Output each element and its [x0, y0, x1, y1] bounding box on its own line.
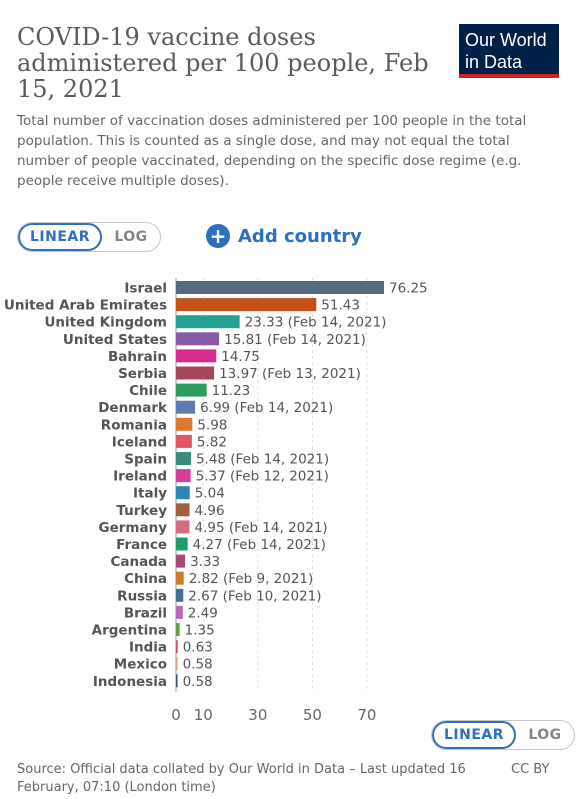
scale-toggle-bottom: LINEAR LOG: [431, 720, 575, 750]
bar: [176, 623, 180, 636]
category-label: Turkey: [116, 503, 167, 519]
x-tick-label: 70: [357, 706, 376, 724]
bar: [176, 452, 191, 465]
value-label: 5.98: [197, 417, 227, 433]
value-label: 1.35: [185, 623, 215, 639]
source-note: Source: Official data collated by Our Wo…: [17, 762, 466, 795]
linear-scale-button-bottom[interactable]: LINEAR: [432, 721, 516, 749]
plus-circle-icon: +: [206, 224, 230, 248]
x-tick-label: 0: [171, 706, 181, 724]
category-label: Germany: [99, 520, 168, 536]
value-label: 6.99 (Feb 14, 2021): [200, 400, 333, 416]
bar: [176, 486, 190, 500]
log-scale-button-bottom[interactable]: LOG: [528, 727, 562, 743]
category-label: Mexico: [114, 657, 167, 673]
value-label: 5.04: [195, 486, 225, 502]
bar: [176, 554, 186, 568]
category-label: Bahrain: [108, 349, 167, 365]
value-label: 3.33: [190, 554, 220, 570]
category-label: India: [129, 640, 167, 656]
bar: [176, 417, 193, 431]
value-label: 76.25: [389, 281, 428, 297]
value-label: 15.81 (Feb 14, 2021): [224, 332, 366, 348]
bar: [176, 588, 184, 602]
logo-text-line1: Our World: [465, 30, 547, 50]
value-label: 14.75: [221, 349, 260, 365]
chart-title: COVID-19 vaccine doses administered per …: [17, 23, 429, 103]
category-label: United Arab Emirates: [4, 298, 167, 314]
bar: [176, 520, 190, 534]
value-label: 0.63: [183, 640, 213, 656]
x-tick-label: 30: [248, 706, 267, 724]
bar: [176, 503, 190, 517]
bar: [176, 315, 240, 329]
x-tick-label: 50: [303, 706, 322, 724]
add-country-button[interactable]: + Add country: [206, 222, 362, 250]
category-label: China: [124, 571, 167, 587]
value-label: 2.82 (Feb 9, 2021): [189, 571, 314, 587]
x-tick-label: 10: [194, 706, 213, 724]
bar: [176, 298, 317, 312]
category-label: Iceland: [112, 434, 167, 450]
bar: [176, 657, 178, 671]
bar: [176, 434, 192, 448]
bar: [176, 349, 217, 363]
bar: [176, 366, 215, 380]
value-label: 5.37 (Feb 12, 2021): [196, 469, 329, 485]
value-label: 4.95 (Feb 14, 2021): [195, 520, 328, 536]
bar: [176, 281, 384, 294]
bar: [176, 469, 191, 483]
value-label: 11.23: [212, 383, 251, 399]
category-label: Canada: [110, 554, 167, 570]
value-label: 5.48 (Feb 14, 2021): [196, 452, 329, 468]
value-label: 2.67 (Feb 10, 2021): [188, 588, 321, 604]
value-label: 4.27 (Feb 14, 2021): [193, 537, 326, 553]
category-label: United Kingdom: [44, 315, 167, 331]
bar: [176, 571, 184, 585]
value-label: 51.43: [321, 298, 360, 314]
category-label: Spain: [124, 452, 167, 468]
bar: [176, 332, 220, 346]
value-label: 13.97 (Feb 13, 2021): [219, 366, 361, 382]
value-label: 4.96: [195, 503, 225, 519]
category-label: Serbia: [118, 366, 167, 382]
bar: [176, 400, 196, 414]
logo-text-line2: in Data: [465, 52, 523, 72]
value-label: 23.33 (Feb 14, 2021): [245, 315, 387, 331]
bar-chart: 0 10 30 50 70 Israel 76.25 United Arab Emirates…: [4, 278, 428, 724]
category-label: Denmark: [98, 400, 168, 416]
category-label: Ireland: [113, 469, 167, 485]
our-world-in-data-logo[interactable]: Our World in Data: [459, 24, 559, 78]
category-label: France: [116, 537, 167, 553]
category-label: Indonesia: [93, 674, 167, 690]
category-label: United States: [63, 332, 167, 348]
chart-subtitle: Total number of vaccination doses admini…: [17, 113, 527, 189]
value-label: 0.58: [183, 674, 213, 690]
bar: [176, 605, 183, 619]
bar: [176, 674, 178, 688]
log-scale-button[interactable]: LOG: [114, 229, 148, 245]
category-label: Russia: [117, 588, 167, 604]
add-country-label: Add country: [238, 225, 362, 247]
category-label: Argentina: [92, 623, 167, 639]
category-label: Brazil: [124, 605, 167, 621]
value-label: 5.82: [197, 434, 227, 450]
value-label: 2.49: [188, 605, 218, 621]
category-label: Italy: [133, 486, 167, 502]
category-label: Israel: [124, 281, 167, 297]
bar: [176, 640, 178, 654]
bar: [176, 537, 188, 551]
value-label: 0.58: [183, 657, 213, 673]
category-label: Romania: [101, 417, 167, 433]
linear-scale-button[interactable]: LINEAR: [18, 223, 102, 251]
scale-toggle-top: LINEAR LOG: [17, 222, 161, 252]
category-label: Chile: [129, 383, 167, 399]
license-link[interactable]: CC BY: [511, 762, 550, 777]
bar: [176, 383, 207, 397]
